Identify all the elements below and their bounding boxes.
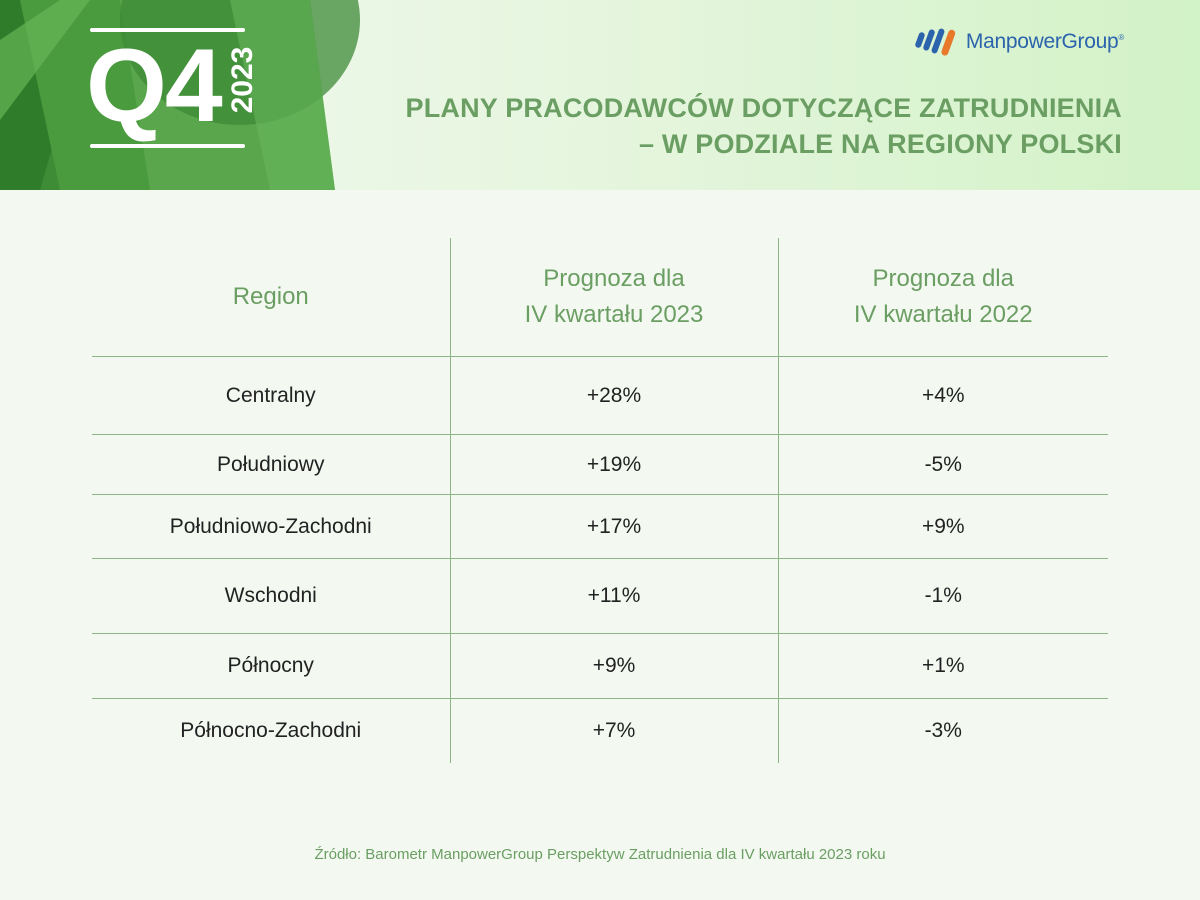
forecast-2023-cell: +11% — [449, 558, 778, 634]
forecast-2023-cell: +19% — [449, 434, 778, 495]
logo-registered: ® — [1118, 33, 1124, 42]
table-row: Centralny +28% +4% — [92, 356, 1108, 435]
title-line-2: – W PODZIALE NA REGIONY POLSKI — [638, 129, 1122, 159]
forecast-2023-cell: +28% — [449, 356, 778, 435]
header-2022-text: Prognoza dla IV kwartału 2022 — [853, 265, 1033, 328]
top-rule — [90, 28, 245, 32]
region-cell: Południowo-Zachodni — [92, 494, 450, 559]
title-line-1: PLANY PRACODAWCÓW DOTYCZĄCE ZATRUDNIENIA — [405, 93, 1122, 123]
header-2023-text: Prognoza dla IV kwartału 2023 — [524, 265, 704, 328]
column-header-region: Region — [92, 238, 450, 357]
table-row: Północny +9% +1% — [92, 633, 1108, 699]
logo-wordmark: ManpowerGroup — [965, 30, 1119, 53]
table-header-row: Region Prognoza dla IV kwartału 2023 Prog… — [92, 238, 1108, 357]
manpowergroup-logo: ManpowerGroup® — [914, 26, 1124, 58]
bottom-rule — [90, 144, 245, 148]
green-leaf-graphic — [0, 0, 360, 190]
forecast-2023-cell: +9% — [449, 633, 778, 699]
header-banner: Q4 2023 ManpowerGroup® PLANY PRACODAWCÓW… — [0, 0, 1200, 190]
region-cell: Południowy — [92, 434, 450, 495]
source-note: Źródło: Barometr ManpowerGroup Perspekty… — [314, 846, 886, 863]
region-cell: Północno-Zachodni — [180, 718, 362, 742]
quarter-label: Q4 — [86, 28, 223, 144]
forecast-2022-cell: +1% — [777, 633, 1108, 699]
forecast-2022-cell: -5% — [777, 434, 1108, 495]
column-header-2022: Prognoza dla IV kwartału 2022 — [777, 238, 1108, 357]
page-title: PLANY PRACODAWCÓW DOTYCZĄCE ZATRUDNIENIA… — [406, 90, 1123, 162]
regional-forecast-table: Region Prognoza dla IV kwartału 2023 Prog… — [92, 238, 1108, 763]
forecast-2022-cell: -1% — [777, 558, 1108, 634]
region-cell: Wschodni — [92, 558, 450, 634]
manpower-logo-icon — [914, 26, 958, 58]
forecast-2023-cell: +7% — [449, 698, 778, 763]
column-header-2023: Prognoza dla IV kwartału 2023 — [449, 238, 778, 357]
table-row: Południowo-Zachodni +17% +9% — [92, 494, 1108, 559]
year-label: 2023 — [226, 46, 259, 114]
table-row: Południowy +19% -5% — [92, 434, 1108, 495]
region-cell: Północny — [92, 633, 450, 699]
table-row: Północno-Zachodni +7% -3% — [92, 698, 1108, 763]
forecast-2022-cell: -3% — [777, 698, 1108, 763]
forecast-2022-cell: +9% — [777, 494, 1108, 559]
region-cell: Centralny — [92, 356, 450, 435]
forecast-2023-cell: +17% — [449, 494, 778, 559]
forecast-2022-cell: +4% — [777, 356, 1108, 435]
logo-text: ManpowerGroup® — [966, 30, 1124, 54]
table-row: Wschodni +11% -1% — [92, 558, 1108, 634]
